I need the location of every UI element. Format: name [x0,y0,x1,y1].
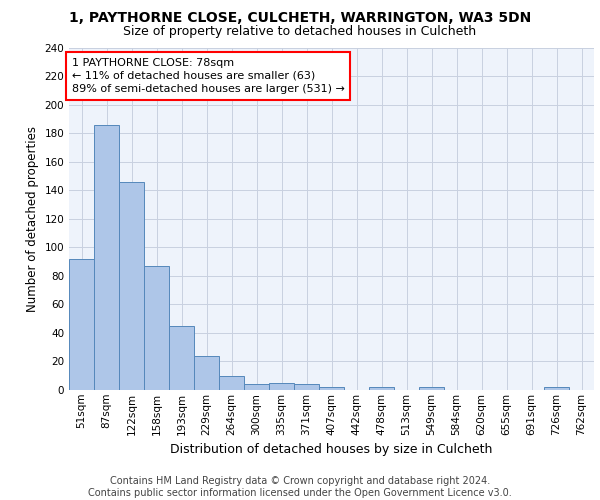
Bar [69,258,94,390]
Bar [144,266,169,390]
Text: 1, PAYTHORNE CLOSE, CULCHETH, WARRINGTON, WA3 5DN: 1, PAYTHORNE CLOSE, CULCHETH, WARRINGTON… [69,12,531,26]
Bar [194,356,219,390]
Bar [369,387,394,390]
Y-axis label: Number of detached properties: Number of detached properties [26,126,39,312]
Bar [169,326,194,390]
Bar [419,387,444,390]
Bar [319,387,344,390]
Text: Size of property relative to detached houses in Culcheth: Size of property relative to detached ho… [124,25,476,38]
Bar [294,384,319,390]
Bar [94,124,119,390]
Bar [219,376,244,390]
Text: 1 PAYTHORNE CLOSE: 78sqm
← 11% of detached houses are smaller (63)
89% of semi-d: 1 PAYTHORNE CLOSE: 78sqm ← 11% of detach… [71,58,344,94]
Bar [544,387,569,390]
X-axis label: Distribution of detached houses by size in Culcheth: Distribution of detached houses by size … [170,443,493,456]
Bar [244,384,269,390]
Bar [119,182,144,390]
Bar [269,383,294,390]
Text: Contains HM Land Registry data © Crown copyright and database right 2024.
Contai: Contains HM Land Registry data © Crown c… [88,476,512,498]
